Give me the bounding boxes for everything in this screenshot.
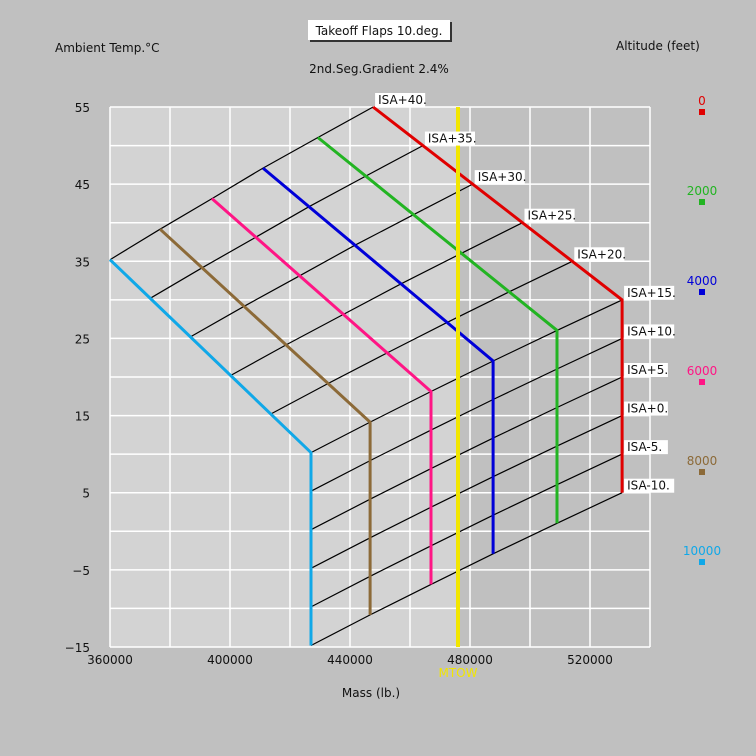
isa-label-box xyxy=(624,285,675,300)
isa-label-box xyxy=(375,93,426,107)
isa-line xyxy=(310,376,623,531)
isa-label: ISA+5. xyxy=(627,363,668,377)
x-tick-label: 360000 xyxy=(87,653,133,667)
y-tick-label: 45 xyxy=(75,178,90,192)
isa-label: ISA+40. xyxy=(378,93,427,107)
legend-title: Altitude (feet) xyxy=(616,39,700,53)
isa-line xyxy=(310,453,623,608)
isa-label-box xyxy=(574,247,625,262)
altitude-line-4000 xyxy=(262,166,495,554)
isa-label: ISA+20. xyxy=(577,247,626,261)
legend-swatch-4000 xyxy=(699,289,705,295)
y-tick-label: 5 xyxy=(82,487,90,501)
isa-label: ISA+10. xyxy=(627,324,676,338)
y-axis-label: Ambient Temp.°C xyxy=(55,41,160,55)
x-tick-label: 400000 xyxy=(207,653,253,667)
isa-label-box xyxy=(624,440,668,455)
x-tick-label: 480000 xyxy=(447,653,493,667)
title-box xyxy=(308,20,450,40)
isa-line xyxy=(310,415,623,569)
y-tick-label: 55 xyxy=(75,101,90,115)
y-tick-label: 15 xyxy=(75,410,90,424)
legend-swatch-0 xyxy=(699,109,705,115)
legend-swatch-8000 xyxy=(699,469,705,475)
altitude-line-10000 xyxy=(108,258,313,646)
isa-label-box xyxy=(624,363,668,377)
y-tick-label: −5 xyxy=(72,564,90,578)
isa-label: ISA+25. xyxy=(528,209,577,223)
legend-label-4000: 4000 xyxy=(687,274,718,288)
legend-label-6000: 6000 xyxy=(687,364,718,378)
isa-label-box xyxy=(424,131,475,146)
legend-label-0: 0 xyxy=(698,94,706,108)
isa-label: ISA-5. xyxy=(627,440,662,454)
isa-line xyxy=(310,492,623,647)
isa-line xyxy=(230,222,523,377)
y-tick-label: −15 xyxy=(65,641,90,655)
isa-label-box xyxy=(624,401,668,416)
isa-label-box xyxy=(474,170,525,185)
altitude-line-6000 xyxy=(211,197,433,585)
isa-line xyxy=(190,183,473,338)
x-tick-label: 440000 xyxy=(327,653,373,667)
isa-label: ISA+0. xyxy=(627,402,668,416)
altitude-line-8000 xyxy=(159,228,372,615)
legend-swatch-6000 xyxy=(699,379,705,385)
isa-line xyxy=(270,260,573,415)
isa-line xyxy=(109,106,374,261)
chart-subtitle: 2nd.Seg.Gradient 2.4% xyxy=(309,62,449,76)
isa-label-box xyxy=(624,478,675,493)
isa-line xyxy=(149,145,424,299)
x-tick-label: 520000 xyxy=(567,653,613,667)
isa-line xyxy=(310,337,623,492)
legend-label-2000: 2000 xyxy=(687,184,718,198)
isa-label: ISA+30. xyxy=(478,170,527,184)
legend-swatch-10000 xyxy=(699,559,705,565)
isa-label: ISA+35. xyxy=(428,132,477,146)
y-tick-label: 35 xyxy=(75,255,90,269)
legend-swatch-2000 xyxy=(699,199,705,205)
legend-label-10000: 10000 xyxy=(683,544,721,558)
isa-line xyxy=(310,299,623,454)
isa-label-box xyxy=(524,208,575,223)
mtow-label: MTOW xyxy=(439,666,478,680)
isa-label: ISA+15. xyxy=(627,286,676,300)
altitude-line-2000 xyxy=(316,136,559,524)
chart-title: Takeoff Flaps 10.deg. xyxy=(315,24,443,38)
x-axis-label: Mass (lb.) xyxy=(342,686,400,700)
legend-label-8000: 8000 xyxy=(687,454,718,468)
isa-label: ISA-10. xyxy=(627,479,670,493)
isa-label-box xyxy=(624,324,675,339)
y-tick-label: 25 xyxy=(75,332,90,346)
